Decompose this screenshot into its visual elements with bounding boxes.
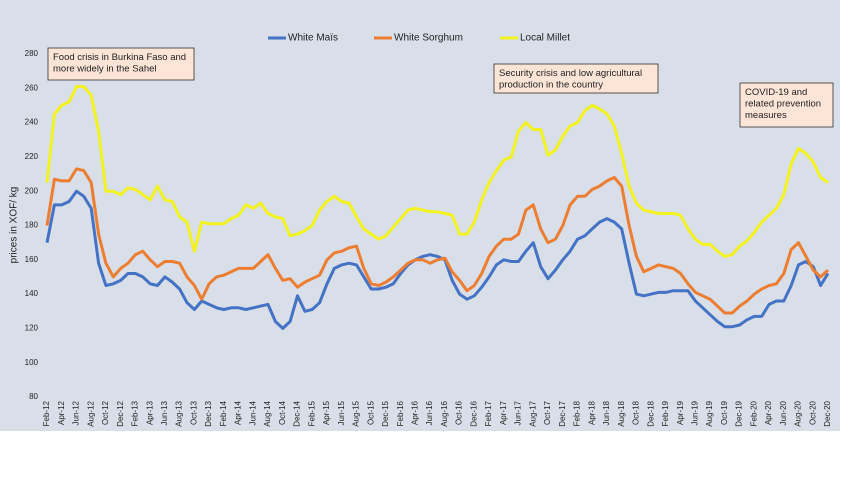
x-tick-label: Dec-18 <box>646 400 655 426</box>
series-line <box>45 189 830 330</box>
x-tick-label: Feb-19 <box>661 400 670 426</box>
x-tick-label: Dec-19 <box>735 400 744 426</box>
y-tick-label: 240 <box>25 118 39 127</box>
x-tick-label: Dec-20 <box>823 400 832 426</box>
x-tick-label: Dec-12 <box>116 400 125 426</box>
y-tick-label: 280 <box>25 49 39 58</box>
annotation-text: production in the country <box>499 80 603 91</box>
x-tick-label: Apr-13 <box>145 400 154 425</box>
x-tick-label: Oct-16 <box>455 400 464 425</box>
legend-label: White Maïs <box>288 33 338 44</box>
y-tick-label: 120 <box>25 324 39 333</box>
x-tick-label: Oct-12 <box>101 400 110 425</box>
annotation-box <box>739 82 834 128</box>
x-tick-label: Apr-15 <box>322 400 331 425</box>
legend-label: Local Millet <box>520 33 570 44</box>
series-line <box>45 167 830 315</box>
x-tick-label: Apr-17 <box>499 400 508 425</box>
x-tick-label: Feb-12 <box>42 400 51 426</box>
x-tick-label: Aug-13 <box>175 400 184 426</box>
x-tick-label: Apr-14 <box>234 400 243 425</box>
x-tick-label: Dec-17 <box>558 400 567 426</box>
y-tick-label: 80 <box>29 392 38 401</box>
annotation-text: related prevention <box>745 99 821 110</box>
x-tick-label: Feb-16 <box>396 400 405 426</box>
annotation-box <box>493 63 659 94</box>
x-tick-label: Apr-16 <box>411 400 420 425</box>
x-tick-label: Aug-17 <box>528 400 537 426</box>
x-tick-label: Feb-14 <box>219 400 228 426</box>
y-tick-label: 160 <box>25 255 39 264</box>
y-tick-label: 100 <box>25 358 39 367</box>
x-tick-label: Apr-19 <box>676 400 685 425</box>
legend-label: White Sorghum <box>394 33 463 44</box>
x-tick-label: Jun-14 <box>248 400 257 425</box>
x-tick-label: Aug-15 <box>352 400 361 426</box>
y-tick-label: 180 <box>25 221 39 230</box>
x-tick-label: Aug-12 <box>86 400 95 426</box>
x-tick-label: Aug-14 <box>263 400 272 426</box>
x-tick-label: Feb-20 <box>749 400 758 426</box>
x-tick-label: Jun-20 <box>779 400 788 425</box>
y-tick-label: 200 <box>25 186 39 195</box>
x-tick-label: Aug-20 <box>794 400 803 426</box>
annotation-box <box>47 47 195 81</box>
y-tick-label: 140 <box>25 289 39 298</box>
x-tick-label: Dec-16 <box>469 400 478 426</box>
x-tick-label: Jun-13 <box>160 400 169 425</box>
x-tick-label: Jun-19 <box>690 400 699 425</box>
x-tick-label: Oct-13 <box>189 400 198 425</box>
y-tick-label: 220 <box>25 152 39 161</box>
x-tick-label: Jun-15 <box>337 400 346 425</box>
x-tick-label: Apr-12 <box>57 400 66 425</box>
x-tick-label: Oct-18 <box>632 400 641 425</box>
x-tick-label: Apr-18 <box>587 400 596 425</box>
x-tick-label: Aug-18 <box>617 400 626 426</box>
x-tick-label: Feb-18 <box>573 400 582 426</box>
x-tick-label: Feb-17 <box>484 400 493 426</box>
x-tick-label: Dec-15 <box>381 400 390 426</box>
annotation-text: Food crisis in Burkina Faso and <box>53 52 186 63</box>
x-tick-label: Feb-15 <box>307 400 316 426</box>
x-tick-label: Oct-20 <box>808 400 817 425</box>
annotation-text: measures <box>745 110 787 121</box>
x-tick-label: Dec-14 <box>293 400 302 426</box>
x-tick-label: Oct-14 <box>278 400 287 425</box>
x-tick-label: Oct-19 <box>720 400 729 425</box>
x-tick-label: Jun-18 <box>602 400 611 425</box>
annotation-text: Security crisis and low agricultural <box>499 68 642 79</box>
x-tick-label: Jun-17 <box>514 400 523 425</box>
x-tick-label: Feb-13 <box>131 400 140 426</box>
x-tick-label: Oct-15 <box>366 400 375 425</box>
annotation-text: COVID-19 and <box>745 87 807 98</box>
x-tick-label: Aug-16 <box>440 400 449 426</box>
x-tick-label: Jun-16 <box>425 400 434 425</box>
x-tick-label: Aug-19 <box>705 400 714 426</box>
x-tick-label: Dec-13 <box>204 400 213 426</box>
annotation-text: more widely in the Sahel <box>53 64 157 75</box>
x-tick-label: Jun-12 <box>72 400 81 425</box>
series-line <box>45 85 829 258</box>
x-tick-label: Apr-20 <box>764 400 773 425</box>
y-axis-label: prices in XOF/ kg <box>9 187 20 264</box>
y-tick-label: 260 <box>25 83 39 92</box>
x-tick-label: Oct-17 <box>543 400 552 425</box>
